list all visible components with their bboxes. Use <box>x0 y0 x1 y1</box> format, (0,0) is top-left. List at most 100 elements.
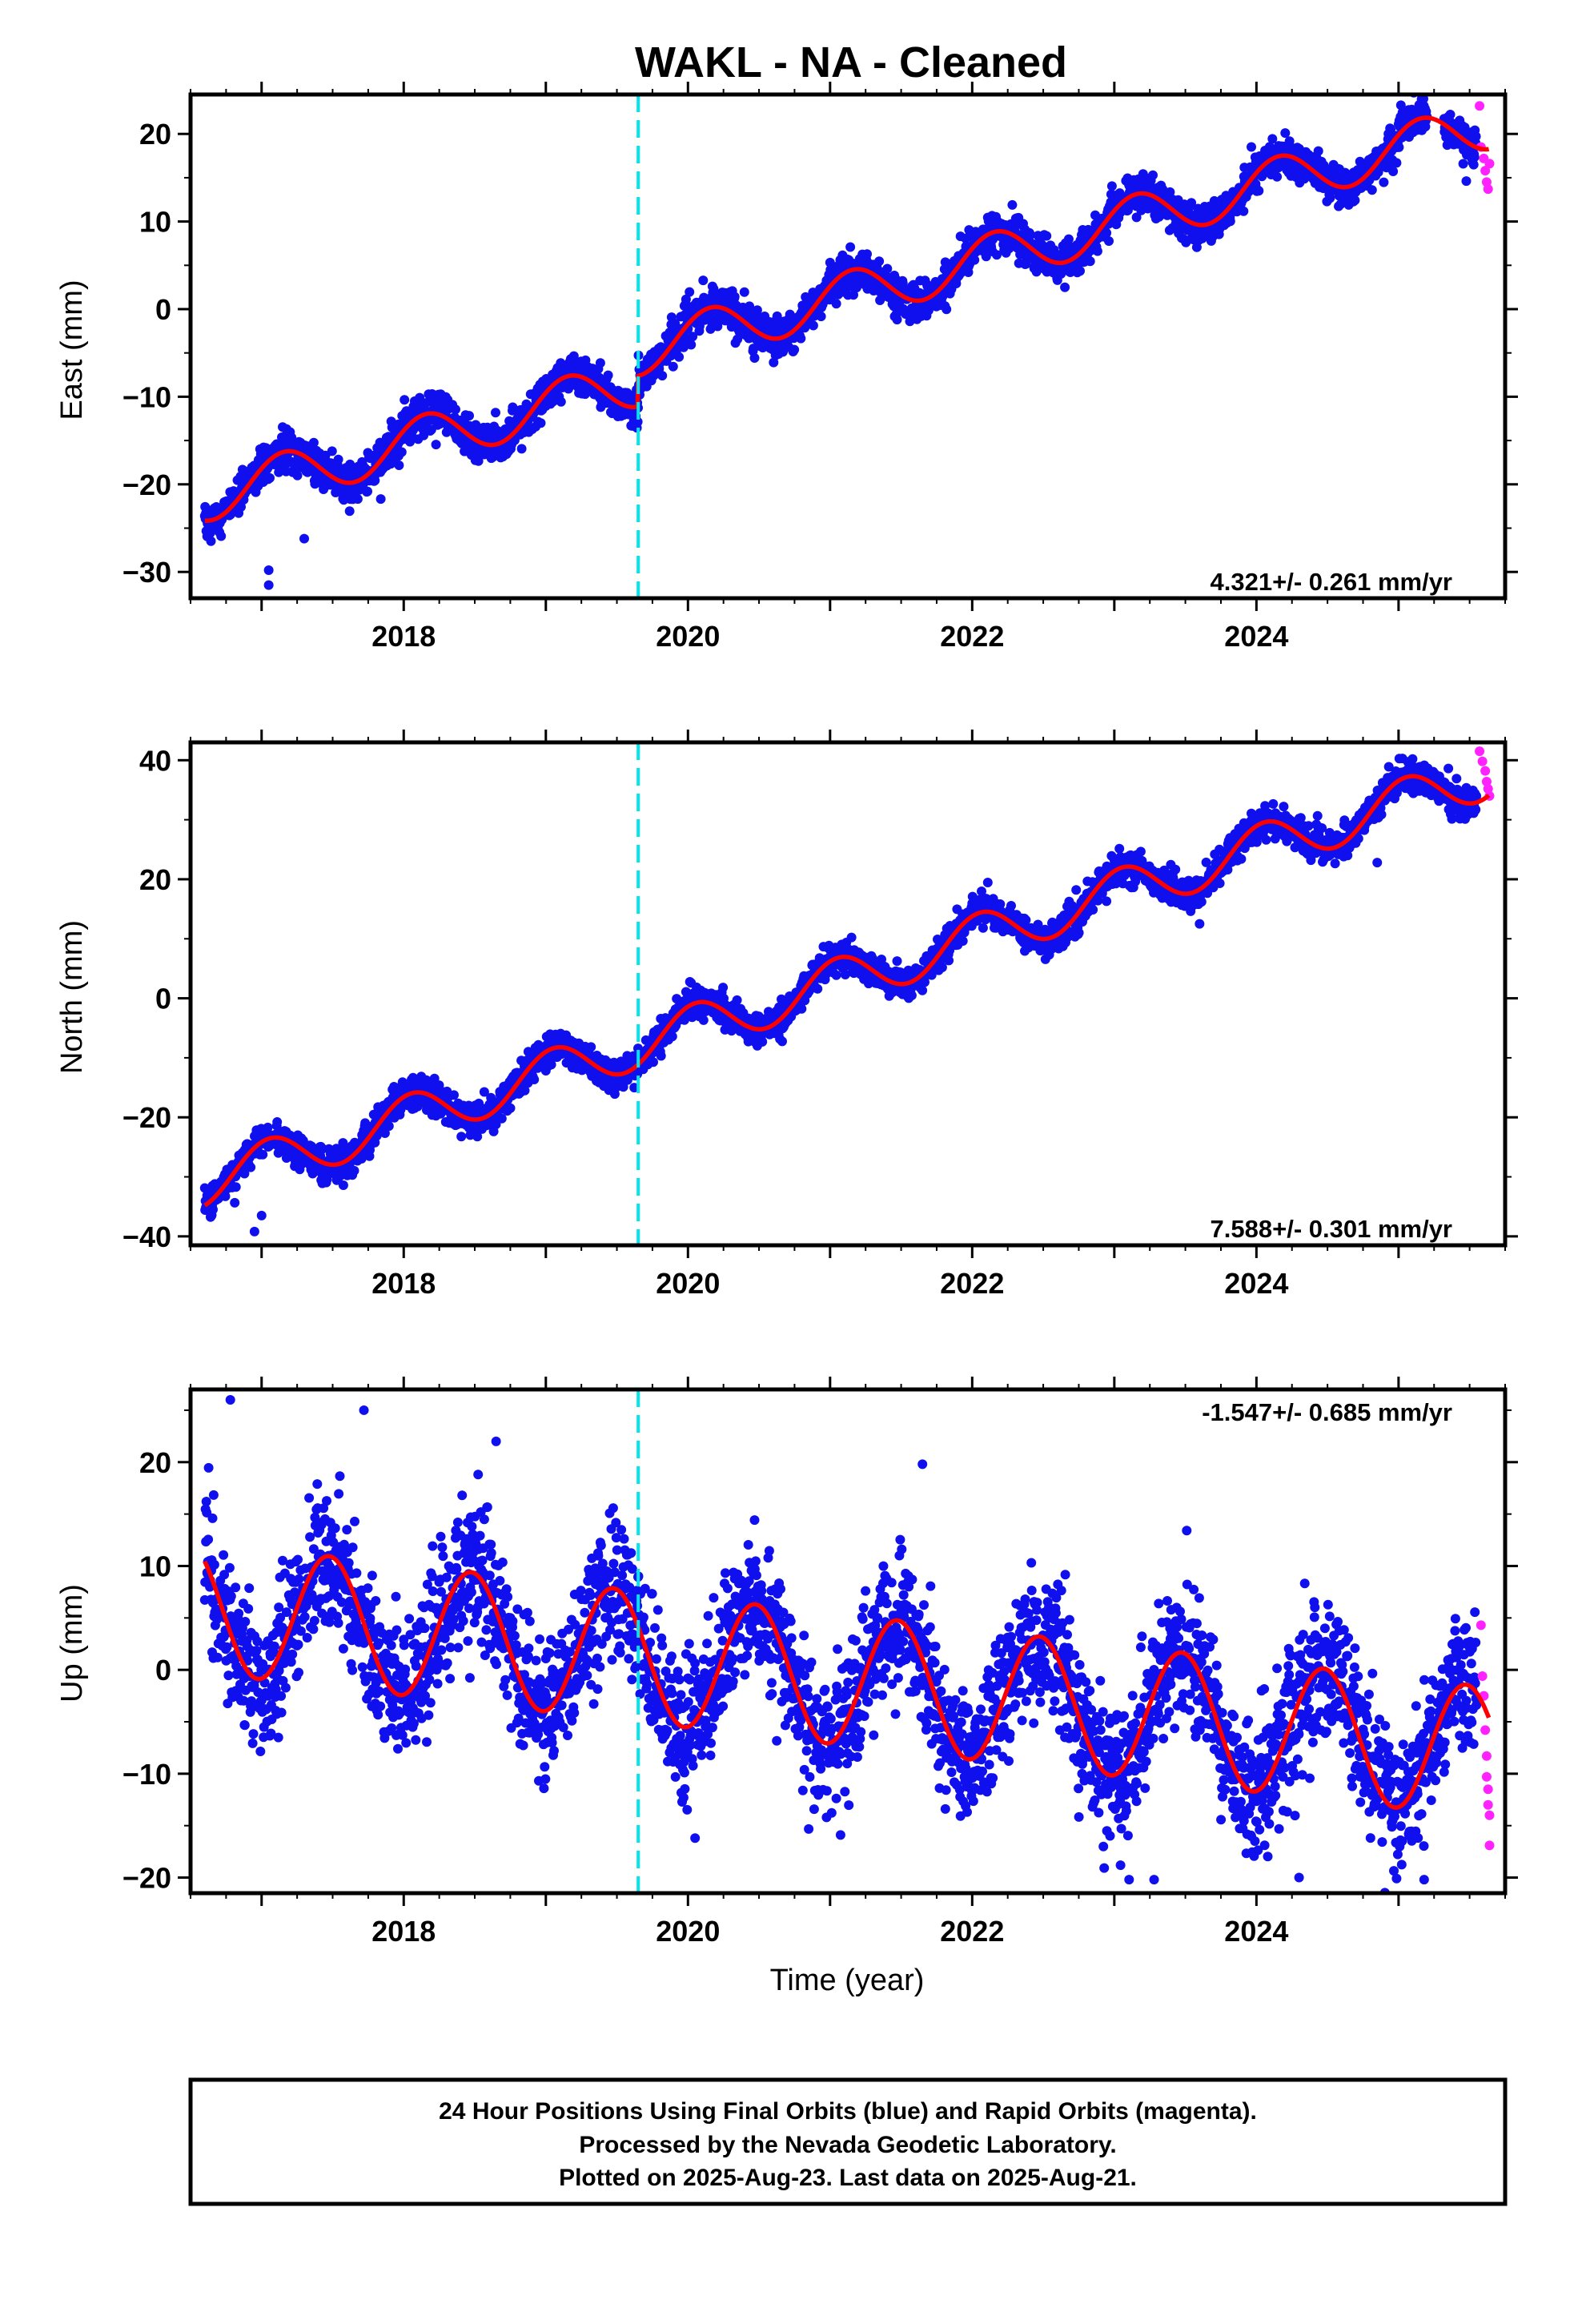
final-orbit-point <box>897 278 908 288</box>
final-orbit-point <box>431 440 441 450</box>
final-orbit-point <box>729 292 740 302</box>
final-orbit-point <box>1386 125 1396 135</box>
x-tick-label: 2020 <box>656 620 720 653</box>
final-orbit-point <box>451 404 460 415</box>
final-orbit-point <box>1239 206 1249 216</box>
final-orbit-point <box>745 301 755 312</box>
final-orbit-point <box>246 1162 256 1172</box>
final-orbit-point <box>1186 198 1197 208</box>
final-orbit-point <box>1388 167 1399 176</box>
final-orbit-point <box>349 1165 359 1176</box>
x-tick-label: 2024 <box>1224 620 1288 653</box>
final-orbit-point <box>338 1180 348 1190</box>
final-orbit-point <box>1319 160 1329 171</box>
rapid-orbit-point <box>1484 159 1495 169</box>
final-orbit-point <box>849 290 858 300</box>
final-orbit-point <box>882 263 893 274</box>
final-orbit-point <box>718 983 729 993</box>
final-orbit-point <box>992 250 1002 260</box>
final-orbit-point <box>496 1113 507 1124</box>
north-points <box>199 746 1495 1236</box>
final-orbit-point <box>216 531 227 541</box>
final-orbit-point <box>667 1031 677 1042</box>
final-orbit-point <box>796 333 806 344</box>
final-orbit-point <box>668 361 678 372</box>
final-orbit-point <box>505 1103 516 1113</box>
final-orbit-point <box>230 1197 240 1208</box>
final-orbit-point <box>1106 181 1117 191</box>
final-orbit-point <box>556 396 566 407</box>
final-orbit-point <box>231 1182 241 1192</box>
final-orbit-point <box>396 447 407 457</box>
final-orbit-point <box>632 416 643 427</box>
y-tick-label: 0 <box>155 293 171 326</box>
outlier-point <box>299 533 310 544</box>
rapid-orbit-point <box>1475 101 1485 111</box>
final-orbit-point <box>1394 142 1404 152</box>
final-orbit-point <box>529 1075 540 1084</box>
final-orbit-point <box>816 312 826 322</box>
final-orbit-point <box>383 1121 394 1132</box>
final-orbit-point <box>363 486 372 497</box>
final-orbit-point <box>698 1015 709 1025</box>
final-orbit-point <box>1395 100 1406 111</box>
final-orbit-point <box>258 1149 268 1160</box>
final-orbit-point <box>797 1003 807 1014</box>
final-orbit-point <box>752 305 762 316</box>
final-orbit-point <box>236 502 246 512</box>
final-orbit-point <box>942 304 952 315</box>
y-tick-label: −10 <box>122 380 171 413</box>
final-orbit-point <box>1104 236 1114 246</box>
final-orbit-point <box>603 370 613 380</box>
final-orbit-point <box>1181 237 1191 247</box>
final-orbit-point <box>327 446 337 456</box>
final-orbit-point <box>292 470 303 480</box>
final-orbit-point <box>1131 212 1142 223</box>
final-orbit-point <box>1280 128 1291 139</box>
final-orbit-point <box>808 320 818 331</box>
final-orbit-point <box>1445 110 1456 119</box>
final-orbit-point <box>657 371 668 381</box>
final-orbit-point <box>1165 187 1175 197</box>
final-orbit-point <box>473 456 484 466</box>
final-orbit-point <box>1391 158 1402 168</box>
final-orbit-point <box>674 352 685 362</box>
final-orbit-point <box>1272 171 1283 182</box>
final-orbit-point <box>733 334 743 344</box>
final-orbit-point <box>1085 256 1095 267</box>
final-orbit-point <box>491 408 500 418</box>
chart-title: WAKL - NA - Cleaned <box>635 38 1067 86</box>
final-orbit-point <box>874 256 885 267</box>
final-orbit-point <box>813 983 823 994</box>
final-orbit-point <box>1325 193 1335 203</box>
final-orbit-point <box>1313 146 1323 156</box>
east-rate-label: 4.321+/- 0.261 mm/yr <box>1211 568 1452 596</box>
final-orbit-point <box>688 332 698 342</box>
y-tick-label: 10 <box>139 206 171 239</box>
final-orbit-point <box>536 418 546 428</box>
final-orbit-point <box>1092 246 1102 256</box>
final-orbit-point <box>732 995 742 1005</box>
final-orbit-point <box>892 315 902 325</box>
final-orbit-point <box>1025 229 1035 239</box>
final-orbit-point <box>681 294 691 304</box>
final-orbit-point <box>400 395 410 405</box>
final-orbit-point <box>308 437 319 448</box>
final-orbit-point <box>1469 152 1480 163</box>
final-orbit-point <box>739 287 749 297</box>
final-orbit-point <box>1148 170 1158 180</box>
final-orbit-point <box>648 1057 658 1068</box>
final-orbit-point <box>333 454 343 464</box>
final-orbit-point <box>1461 176 1472 187</box>
y-tick-label: −30 <box>122 556 171 589</box>
final-orbit-point <box>1379 177 1389 187</box>
final-orbit-point <box>1042 231 1052 241</box>
final-orbit-point <box>1350 195 1360 206</box>
final-orbit-point <box>449 1090 459 1100</box>
final-orbit-point <box>1122 205 1133 215</box>
final-orbit-point <box>1247 142 1256 152</box>
final-orbit-point <box>698 275 709 286</box>
final-orbit-point <box>831 299 841 309</box>
